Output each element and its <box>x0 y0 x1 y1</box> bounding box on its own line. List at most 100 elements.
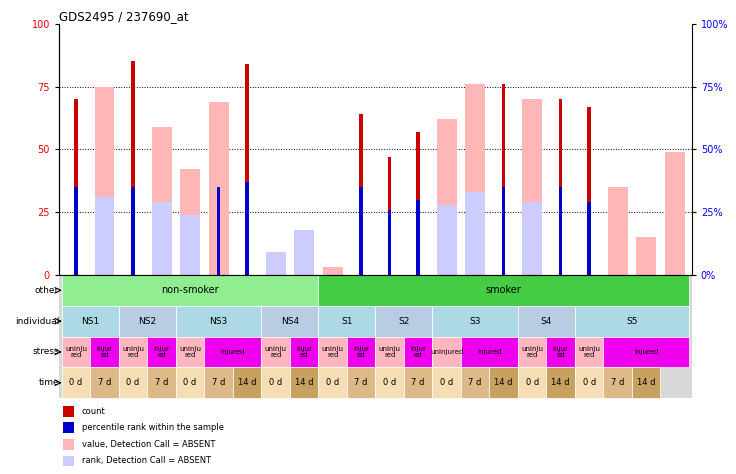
Bar <box>319 367 347 398</box>
Bar <box>359 187 363 275</box>
Text: uninju
red: uninju red <box>578 346 600 358</box>
Bar <box>94 87 115 275</box>
Text: 14 d: 14 d <box>295 378 314 387</box>
Bar <box>559 99 562 275</box>
Bar <box>147 367 176 398</box>
Bar <box>91 337 118 367</box>
Bar <box>217 187 220 275</box>
Text: 7 d: 7 d <box>212 378 225 387</box>
Bar <box>489 367 518 398</box>
Text: S1: S1 <box>341 317 353 326</box>
Bar <box>559 187 562 275</box>
Text: injured: injured <box>477 349 502 355</box>
Text: S5: S5 <box>626 317 637 326</box>
Bar <box>152 127 171 275</box>
Text: GDS2495 / 237690_at: GDS2495 / 237690_at <box>59 9 188 23</box>
Bar <box>461 337 518 367</box>
Bar <box>62 367 91 398</box>
Text: 14 d: 14 d <box>495 378 513 387</box>
Text: NS4: NS4 <box>280 317 299 326</box>
Bar <box>465 192 485 275</box>
Bar <box>518 337 546 367</box>
Text: rank, Detection Call = ABSENT: rank, Detection Call = ABSENT <box>82 456 210 465</box>
Bar <box>261 367 290 398</box>
Bar <box>632 367 660 398</box>
Text: injured: injured <box>634 349 659 355</box>
Text: 0 d: 0 d <box>383 378 396 387</box>
Bar <box>432 337 461 367</box>
Bar <box>432 306 518 337</box>
Bar <box>62 337 91 367</box>
Text: uninju
red: uninju red <box>179 346 201 358</box>
Bar <box>266 263 286 275</box>
Bar <box>518 306 575 337</box>
Bar <box>388 210 392 275</box>
Bar <box>261 337 290 367</box>
Bar <box>63 456 74 466</box>
Bar <box>608 187 628 275</box>
Text: S2: S2 <box>398 317 409 326</box>
Bar <box>118 337 147 367</box>
Bar <box>233 367 261 398</box>
Bar <box>176 367 205 398</box>
Text: NS1: NS1 <box>81 317 99 326</box>
Text: smoker: smoker <box>486 285 522 295</box>
Bar <box>375 306 432 337</box>
Text: injur
ed: injur ed <box>553 346 569 358</box>
Bar <box>152 202 171 275</box>
Bar <box>502 187 506 275</box>
Bar <box>404 367 432 398</box>
Bar <box>205 367 233 398</box>
Bar <box>375 367 404 398</box>
Text: percentile rank within the sample: percentile rank within the sample <box>82 423 224 432</box>
Text: non-smoker: non-smoker <box>161 285 219 295</box>
Text: 7 d: 7 d <box>98 378 111 387</box>
Bar <box>417 132 420 275</box>
Bar <box>266 252 286 275</box>
Bar <box>294 230 314 275</box>
Bar <box>436 205 456 275</box>
Bar <box>91 367 118 398</box>
Text: NS2: NS2 <box>138 317 156 326</box>
Bar <box>176 306 261 337</box>
Bar <box>546 367 575 398</box>
Text: injured: injured <box>221 349 245 355</box>
Text: uninju
red: uninju red <box>322 346 344 358</box>
Bar <box>180 169 200 275</box>
Text: individual: individual <box>15 317 59 326</box>
Bar <box>62 275 319 306</box>
Bar <box>436 119 456 275</box>
Bar <box>347 367 375 398</box>
Bar <box>417 200 420 275</box>
Text: 0 d: 0 d <box>526 378 539 387</box>
Bar <box>665 152 684 275</box>
Bar <box>290 367 319 398</box>
Bar <box>118 367 147 398</box>
Bar <box>245 182 249 275</box>
Bar <box>575 367 604 398</box>
Bar <box>63 406 74 417</box>
Text: 7 d: 7 d <box>411 378 425 387</box>
Bar <box>388 157 392 275</box>
Bar <box>636 237 657 275</box>
Bar <box>587 202 591 275</box>
Bar <box>546 337 575 367</box>
Bar <box>432 367 461 398</box>
Text: injur
ed: injur ed <box>154 346 169 358</box>
Bar <box>147 337 176 367</box>
Bar <box>319 337 347 367</box>
Bar <box>319 306 375 337</box>
Bar <box>62 306 118 337</box>
Text: time: time <box>38 378 59 387</box>
Bar <box>604 367 632 398</box>
Bar <box>575 337 604 367</box>
Bar <box>465 84 485 275</box>
Bar <box>63 422 74 433</box>
Bar <box>180 215 200 275</box>
Bar <box>205 337 261 367</box>
Bar <box>404 337 432 367</box>
Text: 0 d: 0 d <box>183 378 197 387</box>
Bar <box>518 367 546 398</box>
Text: S3: S3 <box>470 317 481 326</box>
Bar <box>208 101 228 275</box>
